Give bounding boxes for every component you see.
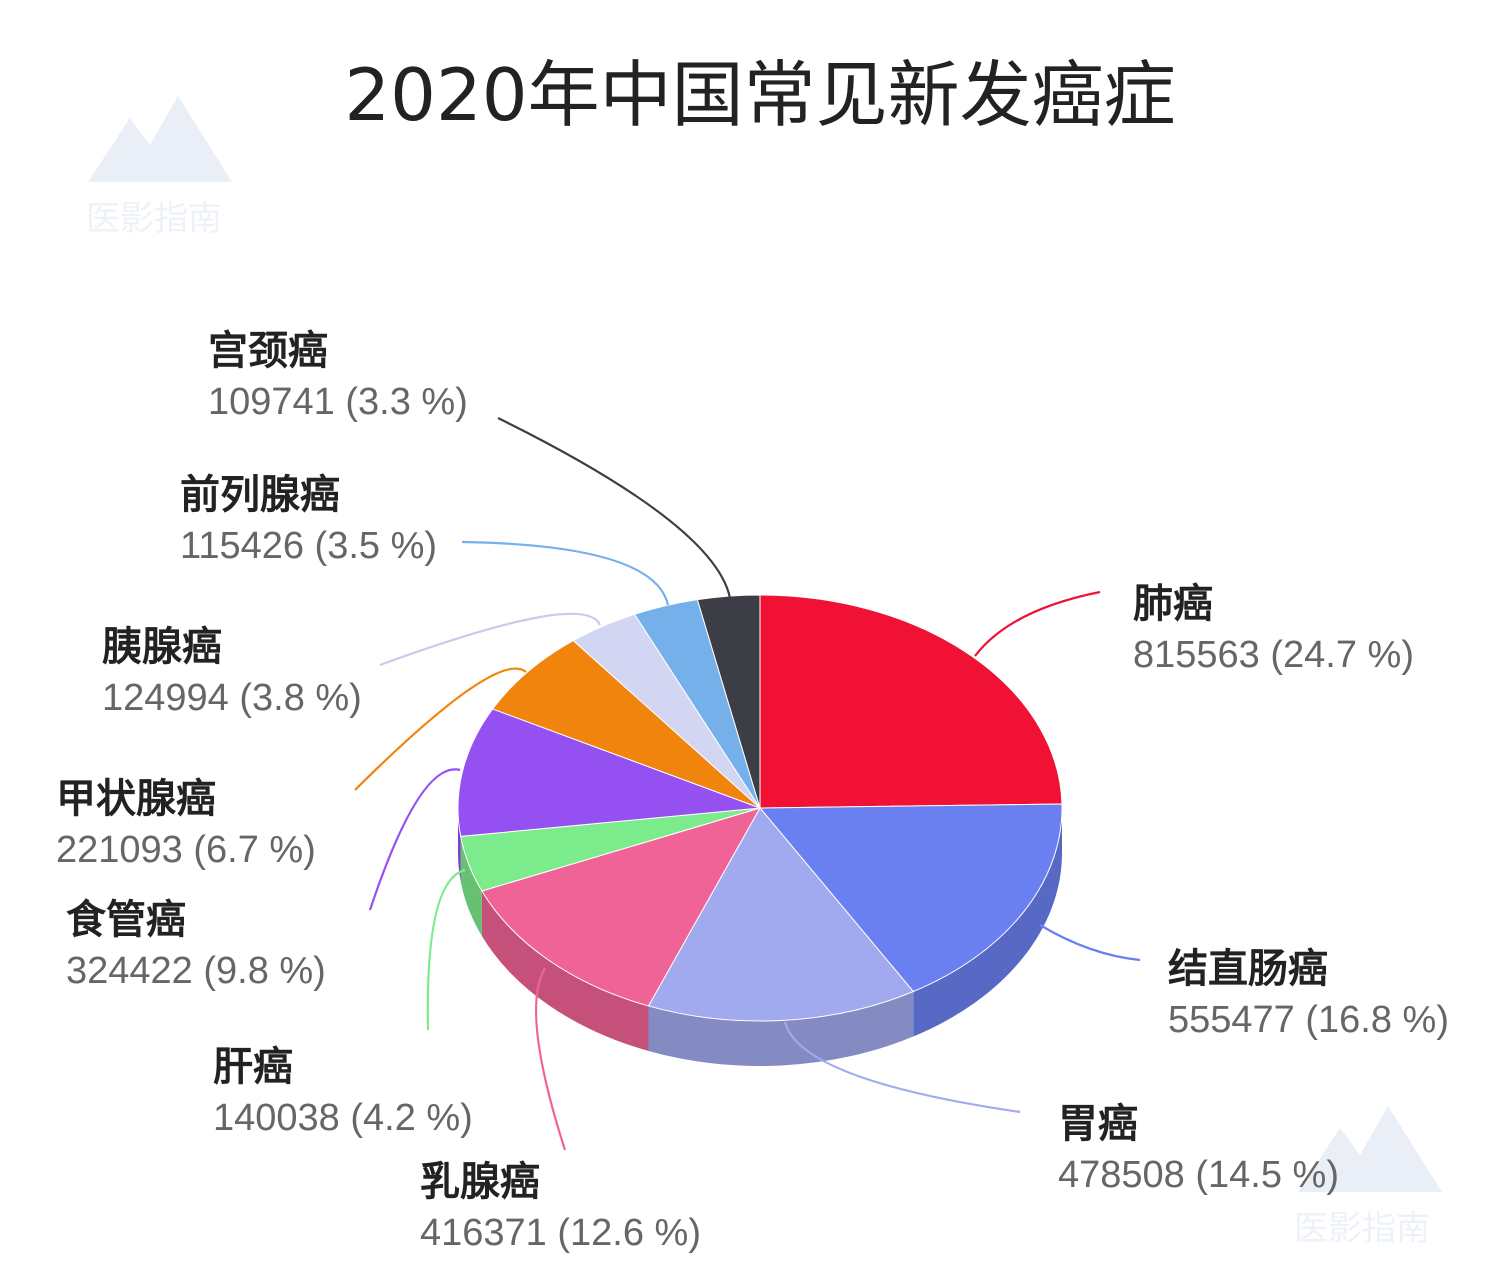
slice-label-8: 前列腺癌 115426 (3.5 %): [180, 472, 437, 567]
watermark-text-bottom-right: 医影指南: [1294, 1209, 1430, 1249]
slice-label-0: 肺癌 815563 (24.7 %): [1133, 581, 1414, 676]
slice-label-name-8: 前列腺癌: [180, 472, 340, 518]
watermark-text-top-left: 医影指南: [86, 199, 222, 239]
leader-line-9: [497, 417, 732, 599]
slice-label-5: 食管癌 324422 (9.8 %): [66, 897, 326, 992]
slice-side-2: [648, 991, 914, 1067]
leader-line-8: [461, 540, 670, 606]
slice-label-1: 结直肠癌 555477 (16.8 %): [1168, 946, 1449, 1041]
slice-label-9: 宫颈癌 109741 (3.3 %): [208, 328, 468, 423]
slice-label-2: 胃癌 478508 (14.5 %): [1058, 1101, 1339, 1196]
slice-label-value-0: 815563 (24.7 %): [1133, 634, 1414, 676]
pie-slices: [457, 594, 1063, 1022]
slice-side-4: [460, 836, 482, 936]
slice-2[interactable]: [647, 807, 915, 1022]
slice-label-value-3: 416371 (12.6 %): [420, 1212, 701, 1254]
slice-label-value-2: 478508 (14.5 %): [1058, 1154, 1339, 1196]
slice-label-name-7: 胰腺癌: [102, 624, 222, 670]
leader-line-3: [534, 967, 567, 1151]
slice-side-1: [913, 808, 1062, 1037]
slice-labels: 肺癌 815563 (24.7 %) 结直肠癌 555477 (16.8 %) 胃癌 47…: [56, 328, 1449, 1254]
leader-line-7: [379, 612, 602, 667]
leader-line-4: [426, 868, 466, 1031]
slice-label-value-1: 555477 (16.8 %): [1168, 999, 1449, 1041]
slice-label-7: 胰腺癌 124994 (3.8 %): [102, 624, 362, 719]
slice-label-name-6: 甲状腺癌: [56, 776, 216, 822]
slice-label-name-0: 肺癌: [1133, 581, 1213, 627]
leader-line-5: [368, 768, 461, 911]
slice-label-name-1: 结直肠癌: [1168, 946, 1328, 992]
slice-label-value-6: 221093 (6.7 %): [56, 829, 316, 871]
slice-0[interactable]: [759, 594, 1063, 809]
leader-lines: [354, 417, 1141, 1151]
slice-label-value-8: 115426 (3.5 %): [180, 525, 437, 567]
slice-label-value-7: 124994 (3.8 %): [102, 677, 362, 719]
slice-5[interactable]: [457, 708, 761, 837]
slice-label-value-5: 324422 (9.8 %): [66, 950, 326, 992]
slice-label-value-9: 109741 (3.3 %): [208, 381, 468, 423]
slice-label-6: 甲状腺癌 221093 (6.7 %): [56, 776, 316, 871]
slice-label-value-4: 140038 (4.2 %): [213, 1097, 473, 1139]
slice-label-name-5: 食管癌: [66, 897, 186, 943]
slice-label-name-9: 宫颈癌: [208, 328, 328, 374]
watermark-logo-top-left: 医影指南: [86, 96, 232, 239]
slice-3[interactable]: [481, 807, 762, 1007]
leader-line-2: [783, 1021, 1021, 1114]
watermark-logo-bottom-right: 医影指南: [1294, 1106, 1442, 1249]
slice-6[interactable]: [491, 639, 761, 809]
leader-line-0: [974, 590, 1101, 657]
slice-label-3: 乳腺癌 416371 (12.6 %): [420, 1159, 701, 1254]
leader-line-6: [354, 667, 527, 791]
chart-title: 2020年中国常见新发癌症: [344, 53, 1175, 137]
slice-1[interactable]: [758, 803, 1063, 993]
slice-label-name-4: 肝癌: [213, 1044, 293, 1090]
leader-line-1: [1039, 924, 1141, 962]
slice-label-4: 肝癌 140038 (4.2 %): [213, 1044, 473, 1139]
slice-label-name-3: 乳腺癌: [420, 1159, 540, 1205]
slice-label-name-2: 胃癌: [1058, 1101, 1138, 1147]
